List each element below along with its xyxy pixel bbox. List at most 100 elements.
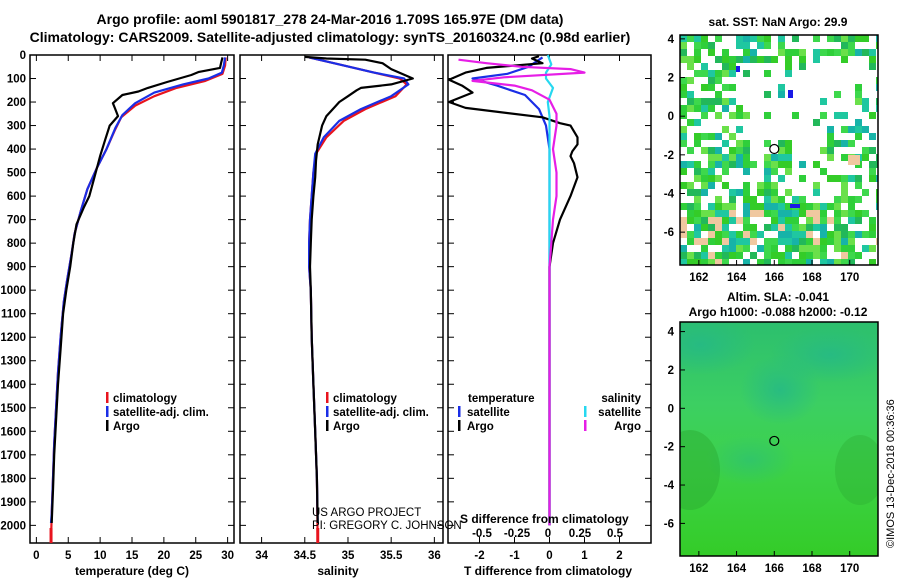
sst-cell [729,238,736,245]
sst-cell [792,217,799,224]
sst-map-cells [680,35,878,265]
sst-cell [680,126,687,133]
legend-label: climatology [113,393,178,405]
sst-cell [778,252,785,259]
sst-cell [750,238,757,245]
sst-cell [834,231,841,238]
sst-cell [694,140,701,147]
sst-cell [869,168,876,175]
depth-tick-label: 800 [7,238,26,250]
sst-cell [729,210,736,217]
sst-cell [771,168,778,175]
sst-cell [715,203,722,210]
s-difference-ticks: -0.5 -0.25 0 0.25 0.5 [472,528,624,540]
sst-cell [848,252,855,259]
sst-cell [750,210,757,217]
sst-cell [848,175,855,182]
map-y-tick-label: 4 [668,327,675,339]
sst-cell [834,49,841,56]
sst-cell [694,35,701,42]
sst-cell [848,203,855,210]
sst-cell [729,231,736,238]
sst-cell [715,175,722,182]
argo-location-marker [769,143,780,155]
s-diff-tick-label: 0.5 [607,528,624,540]
sst-cell [743,49,750,56]
sst-cell [680,182,687,189]
sst-cell [827,231,834,238]
sst-cell [785,238,792,245]
map-y-tick-label: 0 [668,111,674,123]
sst-cell [701,98,708,105]
salinity-legend: climatology satellite-adj. clim. Argo [326,392,429,433]
difference-plot: -2 -1 0 1 2 [447,54,623,562]
sst-cell [848,210,855,217]
sst-cell [757,42,764,49]
x-tick-label: 34.5 [294,550,317,562]
map-y-tick-label: -2 [664,150,674,162]
sst-cell [687,217,694,224]
sst-cell [876,35,878,42]
sst-cell [708,231,715,238]
sst-cell [841,189,848,196]
sst-cell [771,182,778,189]
sst-cell [701,210,708,217]
sst-cell [869,112,876,119]
x-tick-label: -2 [474,550,484,562]
sst-cell [708,175,715,182]
sst-cell [820,231,827,238]
sst-cell [806,245,813,252]
sst-cell [813,245,820,252]
sst-cell [764,35,771,42]
sst-cell [722,49,729,56]
sst-cell [799,175,806,182]
sst-cell [778,231,785,238]
map-y-tick-label: 2 [668,365,674,377]
sst-cell [778,196,785,203]
sst-cell [764,259,771,265]
sst-cell [736,66,740,72]
sst-cell [771,217,778,224]
sst-cell [722,259,729,265]
sst-cell [701,147,708,154]
sst-cell [701,35,708,42]
sst-cell [792,259,799,265]
sst-cell [701,63,708,70]
sst-cell [729,56,736,63]
sst-cell [862,147,869,154]
sst-cell [764,196,771,203]
sst-cell [729,154,736,161]
sst-cell [862,245,869,252]
sst-cell [841,231,848,238]
sst-cell [841,259,848,265]
temperature-legend: climatology satellite-adj. clim. Argo [106,392,209,433]
sst-cell [764,175,771,182]
sst-cell [806,210,813,217]
sst-cell [792,245,799,252]
legend-label: Argo [333,421,360,433]
sst-cell [876,84,878,91]
sst-cell [708,42,715,49]
sst-cell [701,224,708,231]
legend-swatch-climatology [326,392,329,403]
salinity-x-label: salinity [317,564,359,578]
sst-cell [680,231,687,238]
sst-cell [708,252,715,259]
sst-cell [778,210,785,217]
sst-cell [715,210,722,217]
temperature-plot-frame [29,54,235,544]
sst-cell [715,70,722,77]
sst-cell [848,196,855,203]
sst-cell [715,133,722,140]
sst-cell [729,189,736,196]
sst-cell [771,203,778,210]
sst-cell [820,168,827,175]
legend-swatch-t-satellite [458,406,461,417]
series-line-temperature-satellite [471,56,551,526]
sst-cell [764,182,771,189]
sst-cell [680,133,687,140]
sst-cell [876,161,878,168]
depth-tick-label: 100 [7,74,26,86]
depth-tick-label: 1900 [0,497,26,509]
